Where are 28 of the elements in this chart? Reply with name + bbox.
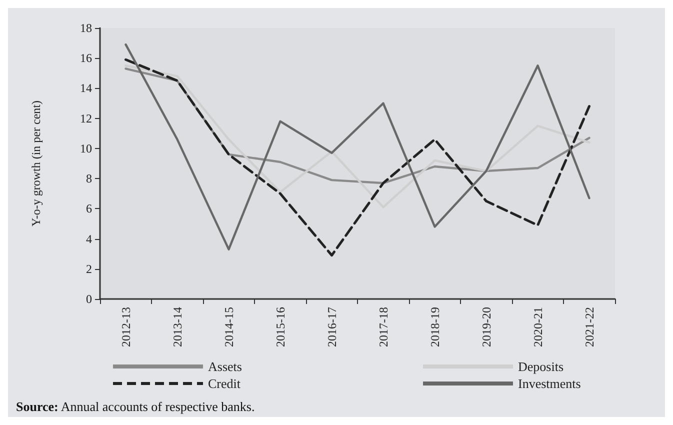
x-tick-label: 2017-18 — [376, 307, 390, 347]
y-tick-label: 10 — [80, 141, 92, 156]
legend-label: Deposits — [518, 359, 564, 374]
legend-label: Credit — [208, 376, 241, 391]
y-tick-label: 14 — [80, 81, 92, 96]
y-tick-label: 6 — [86, 202, 92, 216]
y-tick-label: 4 — [86, 232, 92, 246]
source-note: Source: Annual accounts of respective banks. — [16, 399, 255, 414]
y-tick-label: 18 — [80, 21, 92, 35]
y-axis-title: Y-o-y growth (in per cent) — [29, 100, 43, 226]
y-tick-label: 2 — [86, 262, 92, 276]
y-tick-label: 8 — [86, 172, 92, 186]
line-series — [124, 64, 590, 208]
line-series — [124, 68, 590, 184]
y-tick-label: 12 — [80, 111, 92, 126]
x-tick-label: 2013-14 — [170, 307, 184, 347]
x-tick-label: 2020-21 — [530, 307, 545, 347]
x-tick-label: 2019-20 — [479, 307, 494, 347]
y-tick-label: 16 — [80, 51, 92, 66]
x-tick-label: 2014-15 — [222, 307, 236, 347]
legend-label: Investments — [518, 376, 581, 391]
x-tick-label: 2015-16 — [273, 307, 288, 347]
y-tick-label: 0 — [86, 292, 92, 306]
x-tick-label: 2021-22 — [582, 307, 596, 347]
x-tick-label: 2016-17 — [324, 307, 339, 347]
legend-label: Assets — [208, 359, 242, 374]
x-tick-label: 2012-13 — [118, 307, 133, 347]
x-tick-label: 2018-19 — [428, 307, 442, 347]
